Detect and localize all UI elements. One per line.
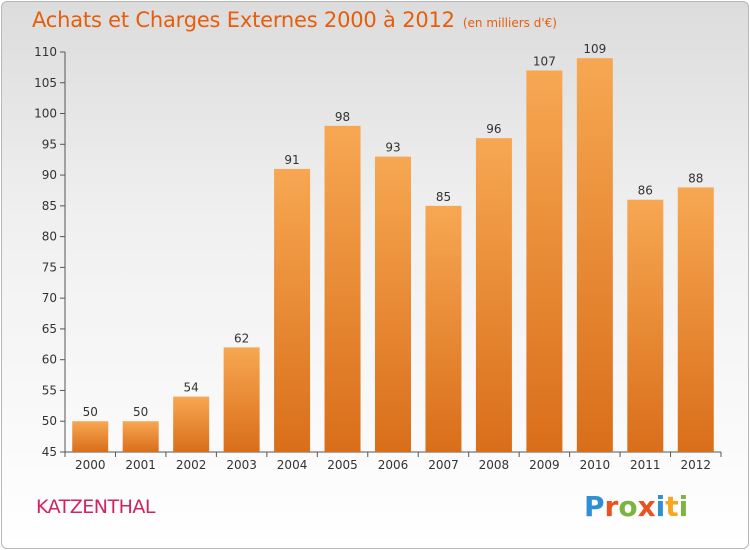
x-tick-label-2012: 2012 <box>680 458 711 472</box>
y-tick-label: 90 <box>42 168 57 182</box>
place-name: KATZENTHAL <box>36 496 155 518</box>
title-row: Achats et Charges Externes 2000 à 2012 (e… <box>32 8 557 32</box>
y-tick-label: 70 <box>42 291 57 305</box>
y-tick-label: 45 <box>42 445 57 459</box>
x-tick-label-2003: 2003 <box>226 458 257 472</box>
bar-2002 <box>173 396 210 452</box>
bar-2010 <box>576 58 613 453</box>
x-tick-label-2009: 2009 <box>529 458 560 472</box>
x-tick-label-2011: 2011 <box>630 458 661 472</box>
x-tick-label-2004: 2004 <box>277 458 308 472</box>
y-tick-label: 100 <box>34 107 57 121</box>
bar-2005 <box>324 125 361 452</box>
value-label-2006: 93 <box>385 141 400 155</box>
y-tick-label: 80 <box>42 230 57 244</box>
chart-title: Achats et Charges Externes 2000 à 2012 <box>32 8 455 32</box>
bar-2012 <box>677 187 714 452</box>
logo-letter: P <box>584 490 605 523</box>
value-label-2010: 109 <box>583 42 606 56</box>
labels: 45 50 55 60 65 70 75 80 85 90 95 100 105 110 50 2000 50 2… <box>34 42 711 472</box>
logo-letter: x <box>637 490 656 523</box>
y-tick-label: 50 <box>42 414 57 428</box>
chart-subtitle: (en milliers d'€) <box>462 16 557 30</box>
bar-2003 <box>223 347 260 452</box>
bar-2006 <box>375 156 411 452</box>
value-label-2005: 98 <box>335 110 350 124</box>
x-tick-label-2006: 2006 <box>378 458 409 472</box>
value-label-2009: 107 <box>533 54 556 68</box>
bar-2004 <box>274 168 311 452</box>
x-tick-label-2000: 2000 <box>75 458 106 472</box>
bars <box>72 58 714 453</box>
x-tick-label-2001: 2001 <box>125 458 156 472</box>
logo-letter: i <box>678 490 689 523</box>
y-tick-label: 65 <box>42 322 57 336</box>
x-tick-label-2008: 2008 <box>479 458 510 472</box>
bar-2001 <box>122 421 159 452</box>
proxiti-logo[interactable]: Proxiti <box>584 490 688 523</box>
value-label-2011: 86 <box>638 184 653 198</box>
y-tick-label: 55 <box>42 383 57 397</box>
bar-2000 <box>72 421 109 452</box>
y-tick-label: 75 <box>42 260 57 274</box>
value-label-2007: 85 <box>436 190 451 204</box>
value-label-2012: 88 <box>688 171 703 185</box>
logo-letter: o <box>618 490 638 523</box>
value-label-2004: 91 <box>284 153 299 167</box>
y-tick-label: 105 <box>34 76 57 90</box>
logo-letter: t <box>665 490 679 523</box>
y-tick-label: 95 <box>42 137 57 151</box>
value-label-2001: 50 <box>133 405 148 419</box>
y-tick-label: 110 <box>34 45 57 59</box>
x-tick-label-2002: 2002 <box>176 458 207 472</box>
y-tick-label: 85 <box>42 199 57 213</box>
value-label-2003: 62 <box>234 331 249 345</box>
x-tick-label-2007: 2007 <box>428 458 459 472</box>
bar-2009 <box>526 70 563 452</box>
y-tick-label: 60 <box>42 353 57 367</box>
logo-letter: i <box>655 490 666 523</box>
value-label-2002: 54 <box>184 381 199 395</box>
bar-2008 <box>475 138 512 452</box>
bar-2007 <box>425 205 462 452</box>
logo-letter: r <box>604 490 619 523</box>
x-tick-label-2010: 2010 <box>580 458 611 472</box>
value-label-2000: 50 <box>83 405 98 419</box>
value-label-2008: 96 <box>486 122 501 136</box>
x-tick-label-2005: 2005 <box>327 458 358 472</box>
bar-2011 <box>627 199 664 452</box>
